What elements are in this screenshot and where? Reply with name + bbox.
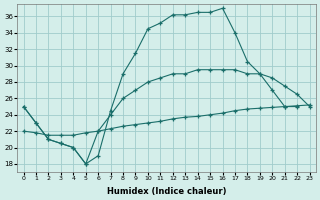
X-axis label: Humidex (Indice chaleur): Humidex (Indice chaleur) [107,187,226,196]
